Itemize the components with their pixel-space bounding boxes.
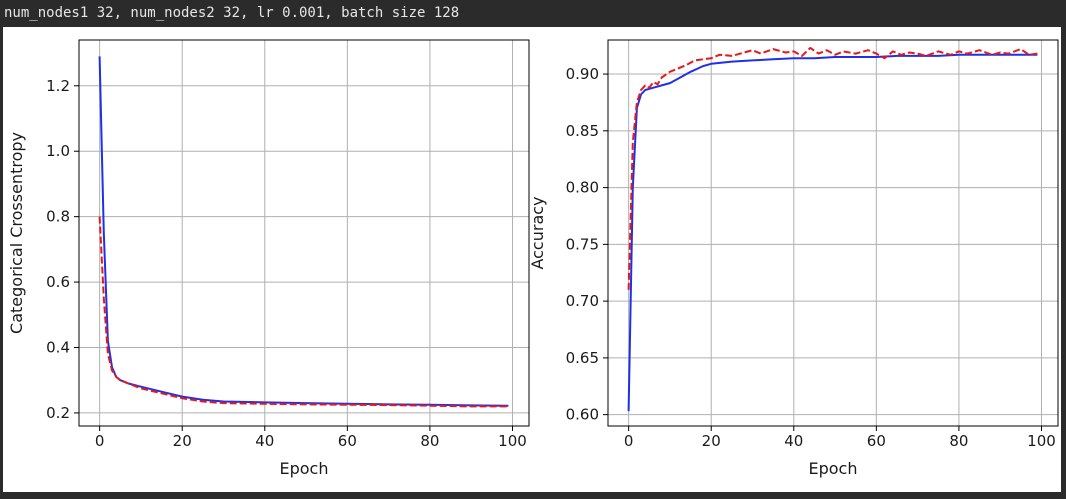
cell-output-header: num_nodes1 32, num_nodes2 32, lr 0.001, … <box>0 0 1066 26</box>
y-tick-label: 1.0 <box>46 142 70 160</box>
accuracy-chart: 0 20 40 60 80 100 0.60 0.65 0.70 0.75 0.80 0.85 0.90… <box>528 39 1059 478</box>
y-tick-label: 0.6 <box>46 273 70 291</box>
figure-svg: 0 20 40 60 80 100 0.2 0.4 0.6 0.8 1.0 1.2 Epoch Categ… <box>7 39 1059 478</box>
x-tick-label: 80 <box>420 432 439 450</box>
solid-series-line <box>627 53 1038 412</box>
x-tick-label: 0 <box>95 432 105 450</box>
y-tick-label: 1.2 <box>46 77 70 95</box>
y-tick-label: 0.75 <box>566 235 599 253</box>
x-tick-label: 100 <box>498 432 527 450</box>
x-tick-label: 60 <box>867 432 886 450</box>
x-tick-label: 100 <box>1027 432 1056 450</box>
y-tick-label: 0.80 <box>566 179 599 197</box>
cell-output-text: num_nodes1 32, num_nodes2 32, lr 0.001, … <box>4 5 460 21</box>
y-tick-label: 0.4 <box>46 338 70 356</box>
plot-frame <box>607 39 1059 427</box>
x-tick-label: 20 <box>702 432 721 450</box>
x-tick-label: 40 <box>784 432 803 450</box>
x-axis-label: Epoch <box>809 459 858 478</box>
loss-chart: 0 20 40 60 80 100 0.2 0.4 0.6 0.8 1.0 1.2 Epoch Categ… <box>7 39 530 478</box>
y-tick-label: 0.65 <box>566 349 599 367</box>
y-tick-label: 0.2 <box>46 404 70 422</box>
plot-frame <box>78 39 530 427</box>
solid-series-line <box>98 56 509 407</box>
x-tick-label: 0 <box>624 432 634 450</box>
x-tick-label: 40 <box>255 432 274 450</box>
x-tick-label: 20 <box>173 432 192 450</box>
x-tick-label: 80 <box>949 432 968 450</box>
y-tick-label: 0.90 <box>566 65 599 83</box>
dashed-series-line <box>98 216 509 408</box>
y-tick-label: 0.8 <box>46 208 70 226</box>
y-tick-label: 0.85 <box>566 122 599 140</box>
x-tick-label: 60 <box>338 432 357 450</box>
y-tick-label: 0.70 <box>566 292 599 310</box>
y-tick-label: 0.60 <box>566 406 599 424</box>
y-axis-label: Categorical Crossentropy <box>7 132 26 334</box>
y-axis-label: Accuracy <box>528 196 547 269</box>
x-axis-label: Epoch <box>280 459 329 478</box>
figure-canvas: 0 20 40 60 80 100 0.2 0.4 0.6 0.8 1.0 1.2 Epoch Categ… <box>3 27 1061 492</box>
dashed-series-line <box>627 46 1038 290</box>
